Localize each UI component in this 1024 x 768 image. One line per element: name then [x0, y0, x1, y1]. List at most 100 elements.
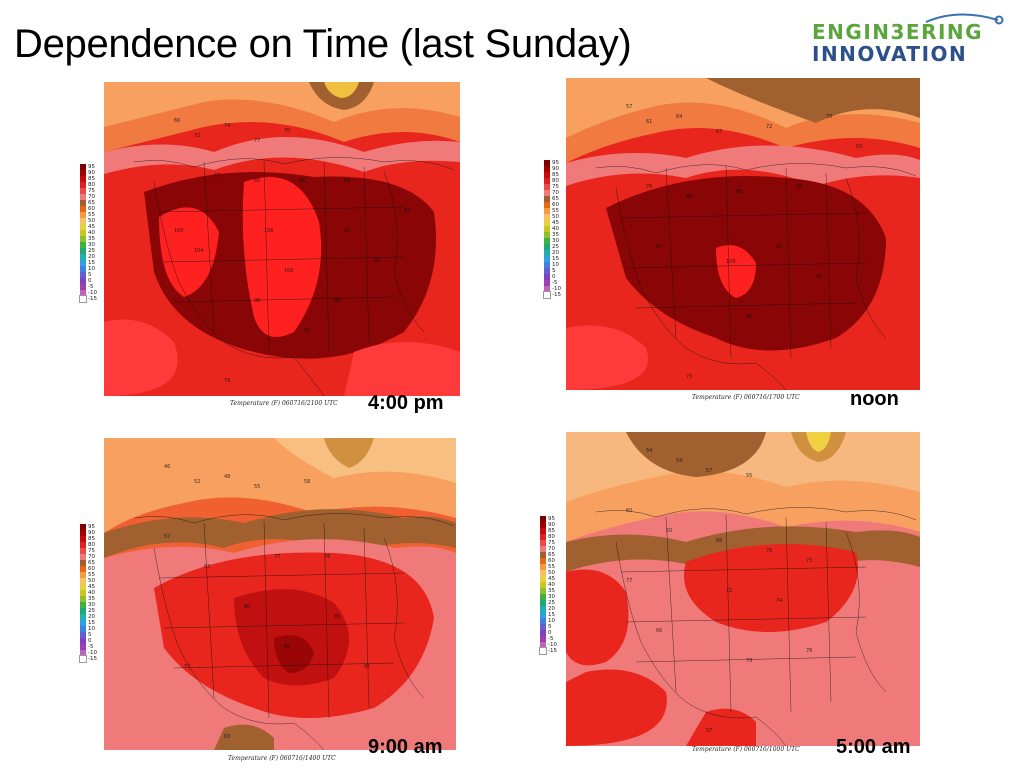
- colorbar-swatch: [80, 248, 86, 254]
- colorbar-swatch: [544, 274, 550, 280]
- colorbar-label: 35: [88, 236, 95, 242]
- colorbar-swatch: [539, 647, 547, 655]
- colorbar-swatch: [540, 594, 546, 600]
- colorbar-swatch: [540, 582, 546, 588]
- colorbar-label: 45: [88, 224, 95, 230]
- colorbar-label: 65: [548, 552, 555, 558]
- colorbar-swatch: [80, 290, 86, 296]
- colorbar-label: 75: [552, 184, 559, 190]
- svg-text:92: 92: [816, 274, 822, 280]
- colorbar-label: 85: [88, 176, 95, 182]
- colorbar-label: 40: [88, 230, 95, 236]
- colorbar-swatch: [540, 618, 546, 624]
- svg-text:87: 87: [656, 244, 662, 250]
- colorbar-label: 30: [88, 602, 95, 608]
- colorbar-swatch: [80, 626, 86, 632]
- colorbar-swatch: [544, 238, 550, 244]
- svg-text:77: 77: [274, 554, 280, 560]
- svg-text:57: 57: [706, 728, 712, 734]
- colorbar-label: 5: [552, 268, 556, 274]
- colorbar-swatches: [539, 516, 547, 655]
- map-caption: Temperature (F) 060716/1000 UTC: [692, 746, 800, 753]
- svg-text:87: 87: [214, 173, 220, 179]
- svg-text:85: 85: [334, 614, 340, 620]
- colorbar-swatch: [544, 250, 550, 256]
- colorbar-swatch: [80, 200, 86, 206]
- colorbar-swatch: [80, 224, 86, 230]
- colorbar-label: 90: [88, 170, 95, 176]
- svg-text:58: 58: [304, 479, 310, 485]
- colorbar-swatch: [540, 612, 546, 618]
- colorbar-swatch: [80, 554, 86, 560]
- colorbar-swatch: [544, 220, 550, 226]
- colorbar-swatch: [540, 534, 546, 540]
- colorbar-swatch: [544, 232, 550, 238]
- colorbar-label: 0: [548, 630, 552, 636]
- colorbar-swatch: [80, 260, 86, 266]
- svg-text:74: 74: [776, 598, 782, 604]
- colorbar-label: 55: [88, 212, 95, 218]
- svg-text:104: 104: [194, 248, 204, 254]
- temperature-map-4pm: 66 72 74 77 70 87 80 86 84 100 104 106 100 98 93 9…: [104, 82, 460, 396]
- svg-text:55: 55: [254, 484, 260, 490]
- colorbar-label: 55: [548, 564, 555, 570]
- colorbar-label: 70: [88, 194, 95, 200]
- colorbar-label: 45: [548, 576, 555, 582]
- svg-text:46: 46: [164, 464, 170, 470]
- colorbar-label: 50: [548, 570, 555, 576]
- colorbar-label: 15: [88, 620, 95, 626]
- svg-text:78: 78: [806, 648, 812, 654]
- colorbar-label: -10: [548, 642, 557, 648]
- colorbar-swatch: [80, 536, 86, 542]
- svg-text:86: 86: [796, 184, 802, 190]
- svg-text:66: 66: [716, 538, 722, 544]
- svg-text:90: 90: [746, 314, 752, 320]
- colorbar-label: 95: [552, 160, 559, 166]
- colorbar-label: 30: [88, 242, 95, 248]
- colorbar-label: 50: [88, 578, 95, 584]
- colorbar-swatch: [80, 278, 86, 284]
- colorbar-swatch: [544, 202, 550, 208]
- svg-text:60: 60: [626, 508, 632, 514]
- map-panel-5am: 95 90 85 80 75 70 65 60 55 50 45 40 35 30 25 20 15 10 5 0 -5…: [538, 430, 948, 760]
- time-label: 9:00 am: [368, 736, 443, 758]
- colorbar-label: 40: [548, 582, 555, 588]
- colorbar-swatch: [540, 642, 546, 648]
- colorbar-label: 75: [548, 540, 555, 546]
- colorbar-label: 45: [552, 220, 559, 226]
- svg-text:98: 98: [254, 298, 260, 304]
- colorbar-swatch: [80, 194, 86, 200]
- colorbar-label: 15: [88, 260, 95, 266]
- colorbar-label: -5: [88, 644, 94, 650]
- colorbar-label: 55: [88, 572, 95, 578]
- svg-text:64: 64: [676, 114, 682, 120]
- colorbar-label: 30: [552, 238, 559, 244]
- colorbar-label: 20: [88, 614, 95, 620]
- colorbar-swatch: [80, 164, 86, 170]
- svg-text:100: 100: [726, 259, 736, 265]
- svg-text:89: 89: [284, 644, 290, 650]
- colorbar-label: 95: [88, 164, 95, 170]
- svg-text:74: 74: [224, 123, 230, 129]
- svg-text:54: 54: [676, 458, 682, 464]
- svg-text:76: 76: [646, 184, 652, 190]
- colorbar-swatch: [544, 268, 550, 274]
- svg-text:67: 67: [716, 129, 722, 135]
- svg-text:86: 86: [299, 178, 305, 184]
- map-caption: Temperature (F) 060716/2100 UTC: [230, 400, 338, 407]
- colorbar-swatch: [540, 570, 546, 576]
- svg-text:79: 79: [224, 378, 230, 384]
- svg-text:92: 92: [374, 258, 380, 264]
- colorbar-label: 15: [548, 612, 555, 618]
- colorbar-label: 35: [88, 596, 95, 602]
- colorbar-swatch: [540, 552, 546, 558]
- colorbar-swatch: [80, 266, 86, 272]
- colorbar-swatch: [544, 208, 550, 214]
- colorbar-label: -10: [88, 290, 97, 296]
- svg-text:73: 73: [686, 374, 692, 380]
- colorbar-label: 50: [88, 218, 95, 224]
- colorbar-label: 25: [88, 248, 95, 254]
- time-label: 5:00 am: [836, 736, 911, 758]
- colorbar-label: 20: [88, 254, 95, 260]
- colorbar-swatch: [540, 624, 546, 630]
